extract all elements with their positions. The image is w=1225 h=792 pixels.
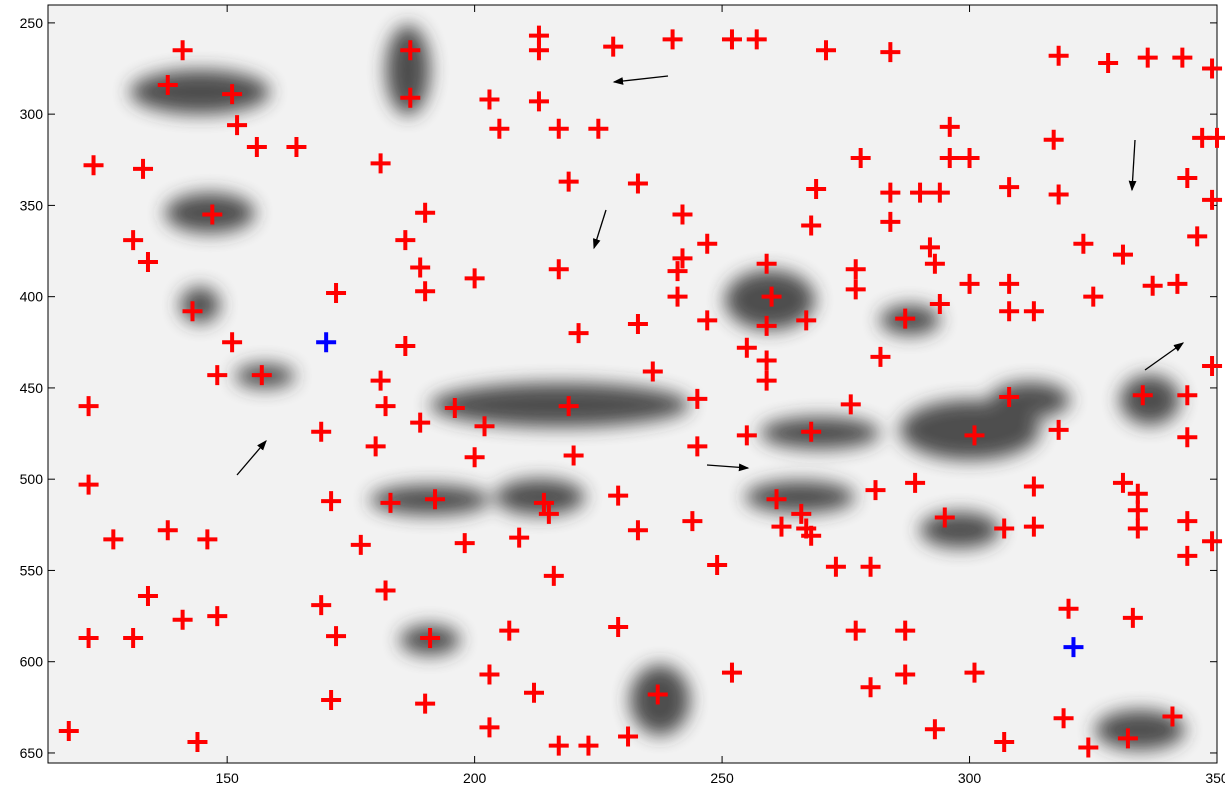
x-tick-label: 300 [958, 770, 982, 786]
chart: 150 200 250 300 350 250 300 350 400 450 500 550 600 6… [0, 0, 1225, 792]
y-tick-label: 400 [20, 289, 44, 305]
y-tick-label: 450 [20, 380, 44, 396]
y-tick-label: 650 [20, 745, 44, 761]
y-tick-label: 300 [20, 106, 44, 122]
y-tick-label: 350 [20, 197, 44, 213]
y-tick-label: 500 [20, 471, 44, 487]
y-tick-label: 600 [20, 654, 44, 670]
y-tick-label: 550 [20, 562, 44, 578]
y-tick-label: 250 [20, 15, 44, 31]
x-tick-label: 350 [1205, 770, 1225, 786]
x-tick-label: 150 [215, 770, 239, 786]
x-tick-label: 200 [463, 770, 487, 786]
gel-image [48, 5, 1217, 763]
page: {"chart_data": {"type": "scatter", "xlim… [0, 0, 1225, 792]
x-tick-label: 250 [710, 770, 734, 786]
